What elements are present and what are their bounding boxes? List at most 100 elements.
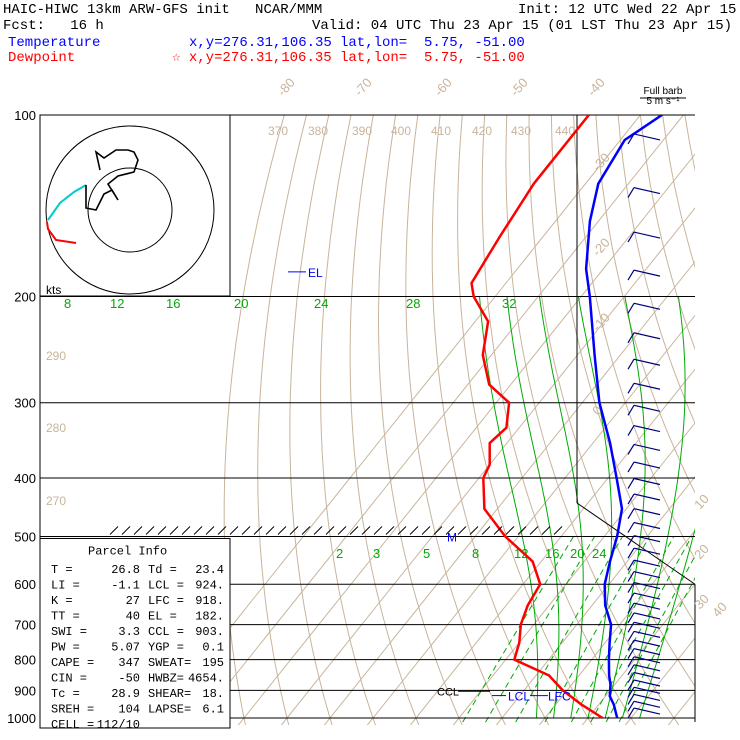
isotherm--20 bbox=[409, 368, 695, 725]
legend-temperature-label: Temperature bbox=[8, 35, 101, 51]
moist-label-32: 32 bbox=[502, 296, 516, 311]
dry-adiabat-120 bbox=[684, 115, 695, 172]
mixing-ratio-lines bbox=[460, 536, 695, 725]
hatch-500 bbox=[169, 526, 179, 535]
hatch-500 bbox=[505, 526, 515, 535]
hatch-500 bbox=[337, 526, 347, 535]
mixing-label-5: 5 bbox=[423, 546, 430, 561]
wind-barb-flag-110 bbox=[627, 133, 635, 145]
hatch-500 bbox=[217, 526, 227, 535]
isotherm-label--80: -80 bbox=[274, 75, 298, 99]
wind-barb-flag-510 bbox=[627, 535, 635, 546]
parcel-value2-4: 903. bbox=[195, 625, 224, 639]
mixing-label-3: 3 bbox=[373, 546, 380, 561]
wind-barb-flag-810 bbox=[627, 656, 635, 668]
pressure-label-600: 600 bbox=[14, 577, 36, 592]
dry-adiabat-90 bbox=[617, 115, 695, 425]
wind-barb-flag-185 bbox=[627, 269, 635, 281]
parcel-value2-2: 918. bbox=[195, 594, 224, 608]
hatch-500 bbox=[385, 526, 395, 535]
dry-adiabat-80 bbox=[595, 115, 695, 494]
pressure-label-400: 400 bbox=[14, 471, 36, 486]
isotherm-10 bbox=[538, 529, 695, 725]
moist-label-8: 8 bbox=[64, 296, 71, 311]
header-init-time: Init: 12 UTC Wed 22 Apr 15 bbox=[518, 2, 737, 18]
wind-barb-flag-210 bbox=[627, 302, 635, 314]
parcel-value-8: 28.9 bbox=[111, 687, 140, 701]
parcel-value2-9: 6.1 bbox=[202, 703, 224, 717]
dry-adiabat-40 bbox=[505, 115, 680, 725]
dry-adiabat-0 bbox=[405, 115, 506, 725]
parcel-label-10: CELL = bbox=[51, 718, 94, 732]
theta-label-410: 410 bbox=[431, 124, 451, 138]
hodograph-inset: kts bbox=[39, 114, 231, 297]
isotherm--60 bbox=[237, 153, 695, 725]
hatch-500 bbox=[265, 526, 275, 535]
parcel-label-5: PW = bbox=[51, 641, 80, 655]
hatch-500 bbox=[253, 526, 263, 535]
parcel-value2-5: 0.1 bbox=[202, 641, 224, 655]
parcel-label-7: CIN = bbox=[51, 672, 87, 686]
lcl-marker-label: LCL bbox=[508, 690, 530, 704]
wind-barb-660 bbox=[633, 602, 661, 610]
dry-adiabat-60 bbox=[550, 115, 695, 625]
moist-label-16: 16 bbox=[166, 296, 180, 311]
hatch-500 bbox=[121, 526, 131, 535]
dry-adiabat--20 bbox=[349, 115, 420, 725]
mixing-ratio-8 bbox=[542, 536, 650, 725]
hatch-500 bbox=[145, 526, 155, 535]
wind-barb-710 bbox=[633, 621, 661, 629]
barb-units: 5 m s⁻¹ bbox=[646, 96, 680, 107]
hatch-500 bbox=[553, 526, 563, 535]
isotherm-label--20: -20 bbox=[589, 235, 613, 259]
hatch-500 bbox=[457, 526, 467, 535]
wind-barb-flag-835 bbox=[627, 664, 635, 676]
parcel-label-3: TT = bbox=[51, 610, 80, 624]
hatch-500 bbox=[289, 526, 299, 535]
wind-barb-flag-535 bbox=[627, 547, 635, 559]
parcel-label-8: Tc = bbox=[51, 687, 80, 701]
hatch-500 bbox=[109, 526, 119, 535]
wind-barb-flag-135 bbox=[627, 187, 635, 198]
parcel-label-9: SREH = bbox=[51, 703, 94, 717]
dry-adiabat--10 bbox=[377, 115, 463, 725]
parcel-label-4: SWI = bbox=[51, 625, 87, 639]
wind-barb-flag-760 bbox=[627, 639, 635, 651]
pressure-label-500: 500 bbox=[14, 529, 36, 544]
header-valid-time: Valid: 04 UTC Thu 23 Apr 15 (01 LST Thu … bbox=[312, 18, 733, 34]
lfc-marker-label: LFC bbox=[548, 690, 571, 704]
hatch-500 bbox=[493, 526, 503, 535]
parcel-value-5: 5.07 bbox=[111, 641, 140, 655]
isotherm-label-40: 40 bbox=[709, 599, 730, 620]
wind-barb-flag-960 bbox=[627, 701, 635, 712]
wind-barb-flag-310 bbox=[627, 404, 635, 416]
wind-barb-flag-660 bbox=[627, 602, 635, 614]
wind-barb-310 bbox=[633, 404, 661, 412]
header-line1-left: HAIC-HIWC 13km ARW-GFS init NCAR/MMM bbox=[3, 2, 323, 18]
theta-label-390: 390 bbox=[352, 124, 372, 138]
hatch-500 bbox=[541, 526, 551, 535]
wind-barb-260 bbox=[633, 358, 661, 366]
wind-barb-flag-235 bbox=[627, 332, 635, 344]
hatch-500 bbox=[205, 526, 215, 535]
moist-label-28: 28 bbox=[406, 296, 420, 311]
wind-barb-flag-885 bbox=[627, 679, 635, 691]
parcel-value2-7: 4654. bbox=[188, 672, 224, 686]
mixing-ratio-2 bbox=[460, 536, 574, 725]
wind-barb-135 bbox=[633, 187, 661, 195]
wind-barb-685 bbox=[633, 612, 661, 620]
legend-temperature-xy: x,y=276.31,106.35 bbox=[189, 35, 332, 51]
hatch-500 bbox=[409, 526, 419, 535]
wind-barb-flag-460 bbox=[627, 508, 635, 519]
dry-adiabat-10 bbox=[431, 115, 550, 725]
wind-barb-810 bbox=[633, 656, 661, 664]
wind-barb-985 bbox=[633, 707, 661, 715]
hatch-500 bbox=[373, 526, 383, 535]
hatch-500 bbox=[469, 526, 479, 535]
pressure-label-800: 800 bbox=[14, 653, 36, 668]
isotherm-0 bbox=[495, 475, 695, 725]
wind-barb-110 bbox=[633, 133, 661, 141]
pressure-label-200: 200 bbox=[14, 290, 36, 305]
parcel-info-table: Parcel Info T = 26.8 Td = 23.4 LI = -1.1 LCL = 9… bbox=[39, 537, 231, 732]
